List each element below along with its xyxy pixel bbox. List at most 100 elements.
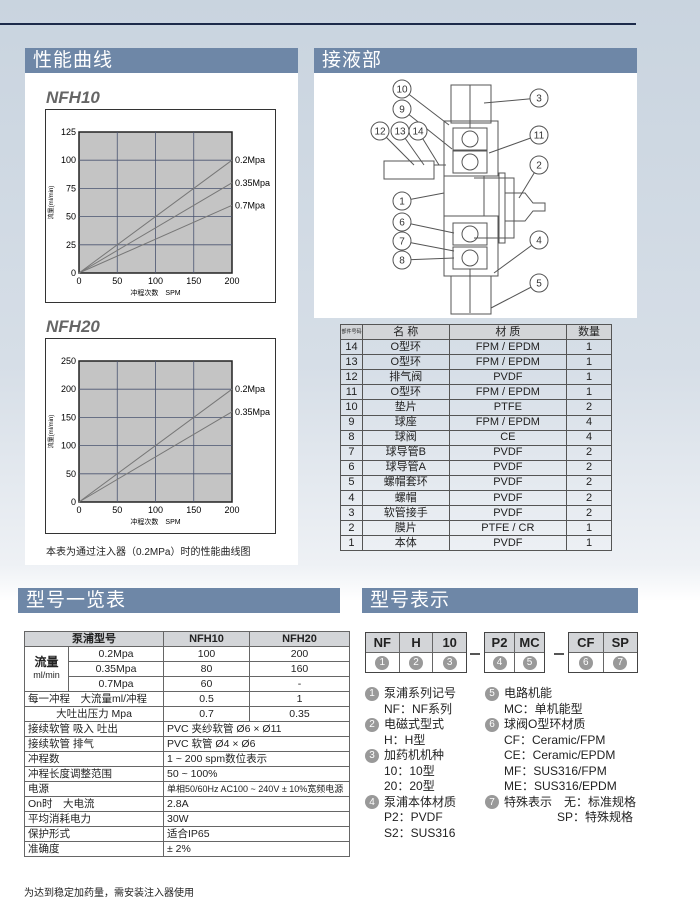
- section-header-model-code: 型号表示: [362, 588, 638, 613]
- y-tick-label: 250: [61, 356, 76, 366]
- parts-cell: 13: [340, 354, 363, 371]
- legend-line: P2：PVDF: [384, 810, 443, 824]
- chart-nfh20: 0 50 100 150 200 0 50 100 150 200 250 0.2Mpa 0.35Mpa…: [45, 338, 276, 534]
- parts-row: 6 球导管A PVDF 2: [340, 459, 612, 476]
- spec-value: 0.35: [249, 706, 350, 722]
- parts-row: 13 O型环 FPM / EPDM 1: [340, 354, 612, 371]
- flow-pressure: 0.2Mpa: [68, 646, 164, 662]
- parts-header: 数量: [566, 323, 612, 341]
- parts-cell: FPM / EPDM: [448, 414, 568, 431]
- callout-number: 4: [536, 236, 542, 247]
- callout-number: 7: [399, 237, 405, 248]
- parts-header: 部件号码: [340, 323, 363, 341]
- parts-cell: PTFE: [448, 399, 568, 416]
- parts-cell: 球阀: [361, 429, 450, 446]
- code-number-badge: 1: [375, 655, 390, 670]
- y-tick-label: 150: [61, 412, 76, 422]
- spec-label: 每一冲程 大流量ml/冲程: [24, 691, 164, 707]
- series-label: 0.2Mpa: [235, 155, 265, 165]
- series-label: 0.2Mpa: [235, 384, 265, 394]
- parts-cell: 3: [340, 505, 363, 522]
- parts-cell: 12: [340, 369, 363, 386]
- model-code-cell: NF 1: [366, 633, 400, 672]
- y-tick-label: 100: [61, 155, 76, 165]
- parts-cell: PVDF: [448, 444, 568, 461]
- flow-value: 60: [163, 676, 250, 692]
- spec-row: 冲程数 1 ~ 200 spm数位表示: [24, 751, 350, 767]
- x-tick-label: 50: [112, 276, 122, 286]
- flow-unit: ml/min: [33, 670, 60, 680]
- parts-cell: 5: [340, 474, 363, 492]
- spec-row: 准确度 ± 2%: [24, 841, 350, 857]
- legend-line: SP：特殊规格: [557, 810, 634, 824]
- parts-cell: 1: [566, 520, 612, 537]
- spec-table: 泵浦型号 NFH10 NFH20 流量 ml/min 0.2Mpa 100 200 0.3…: [24, 631, 350, 857]
- parts-row: 14 O型环 FPM / EPDM 1: [340, 339, 612, 356]
- parts-cell: 排气阀: [361, 369, 450, 386]
- callout-number: 6: [399, 218, 405, 229]
- x-tick-label: 100: [148, 505, 163, 515]
- chart-title-nfh10: NFH10: [46, 88, 100, 107]
- parts-row: 8 球阀 CE 4: [340, 429, 612, 446]
- spec-value: 30W: [163, 811, 350, 827]
- model-code-cell: MC 5: [515, 633, 544, 672]
- flow-label-cell: 流量 ml/min: [24, 646, 69, 692]
- parts-cell: 螺帽: [361, 490, 450, 507]
- flow-pressure: 0.7Mpa: [68, 676, 164, 692]
- parts-cell: 螺帽套环: [361, 474, 450, 492]
- parts-cell: 2: [340, 520, 363, 537]
- dash: [470, 653, 480, 655]
- callout-number: 14: [412, 127, 424, 138]
- y-tick-label: 200: [61, 384, 76, 394]
- parts-cell: 1: [566, 535, 612, 552]
- spec-label: 冲程长度调整范围: [24, 766, 164, 782]
- parts-cell: 球座: [361, 414, 450, 431]
- parts-header-row: 部件号码名 称材 质数量: [340, 323, 612, 341]
- model-code-cell: P2 4: [485, 633, 515, 672]
- series-line-0.35Mpa: [78, 411, 233, 503]
- parts-row: 5 螺帽套环 PVDF 2: [340, 474, 612, 492]
- code-number-badge: 7: [613, 655, 628, 670]
- spec-value: 2.8A: [163, 796, 350, 812]
- code-number-badge: 6: [578, 655, 593, 670]
- x-tick-label: 150: [186, 505, 201, 515]
- parts-cell: 6: [340, 459, 363, 476]
- model-code-legend-left: 1 泵浦系列记号 NF：NF系列 2 电磁式型式 H：H型 3 加药机机种 10：10型 20：2…: [365, 686, 456, 841]
- callout-circle: [529, 273, 549, 293]
- spec-row: 接续软管 排气 PVC 软管 Ø4 × Ø6: [24, 736, 350, 752]
- spec-header-model: 泵浦型号: [24, 631, 164, 647]
- y-axis-label: 流量(ml/min): [47, 186, 55, 220]
- spec-label: 平均消耗电力: [24, 811, 164, 827]
- parts-cell: 球导管A: [361, 459, 450, 476]
- legend-item: 1 泵浦系列记号 NF：NF系列: [365, 686, 456, 717]
- parts-cell: CE: [448, 429, 568, 446]
- callout-number: 9: [399, 105, 405, 116]
- parts-cell: 4: [566, 429, 612, 446]
- y-axis-label: 流量(ml/min): [47, 415, 55, 449]
- spec-value: ± 2%: [163, 841, 350, 857]
- model-code-cell: 10 3: [433, 633, 467, 672]
- spec-label: 准确度: [24, 841, 164, 857]
- dash: [554, 653, 564, 655]
- callout-circle: [392, 231, 412, 251]
- spec-row: 接续软管 吸入 吐出 PVC 夹纱软管 Ø6 × Ø11: [24, 721, 350, 737]
- legend-title: 加药机机种: [384, 748, 445, 762]
- legend-number-badge: 1: [365, 686, 379, 701]
- callout-number: 2: [536, 161, 542, 172]
- parts-cell: PVDF: [448, 505, 568, 522]
- legend-item: 7 特殊表示 无：标准规格 SP：特殊规格: [485, 795, 636, 826]
- legend-line: ME：SUS316/EPDM: [504, 779, 617, 793]
- parts-cell: O型环: [361, 384, 450, 401]
- spec-header-nfh10: NFH10: [163, 631, 250, 647]
- callout-circle: [529, 155, 549, 175]
- legend-line: H：H型: [384, 732, 426, 747]
- legend-item: 3 加药机机种 10：10型 20：20型: [365, 748, 456, 795]
- parts-cell: 1: [566, 354, 612, 371]
- y-tick-label: 25: [66, 240, 76, 250]
- y-tick-label: 50: [66, 469, 76, 479]
- parts-cell: 11: [340, 384, 363, 401]
- chart-title-nfh20: NFH20: [46, 317, 100, 336]
- callout-circle: [529, 88, 549, 108]
